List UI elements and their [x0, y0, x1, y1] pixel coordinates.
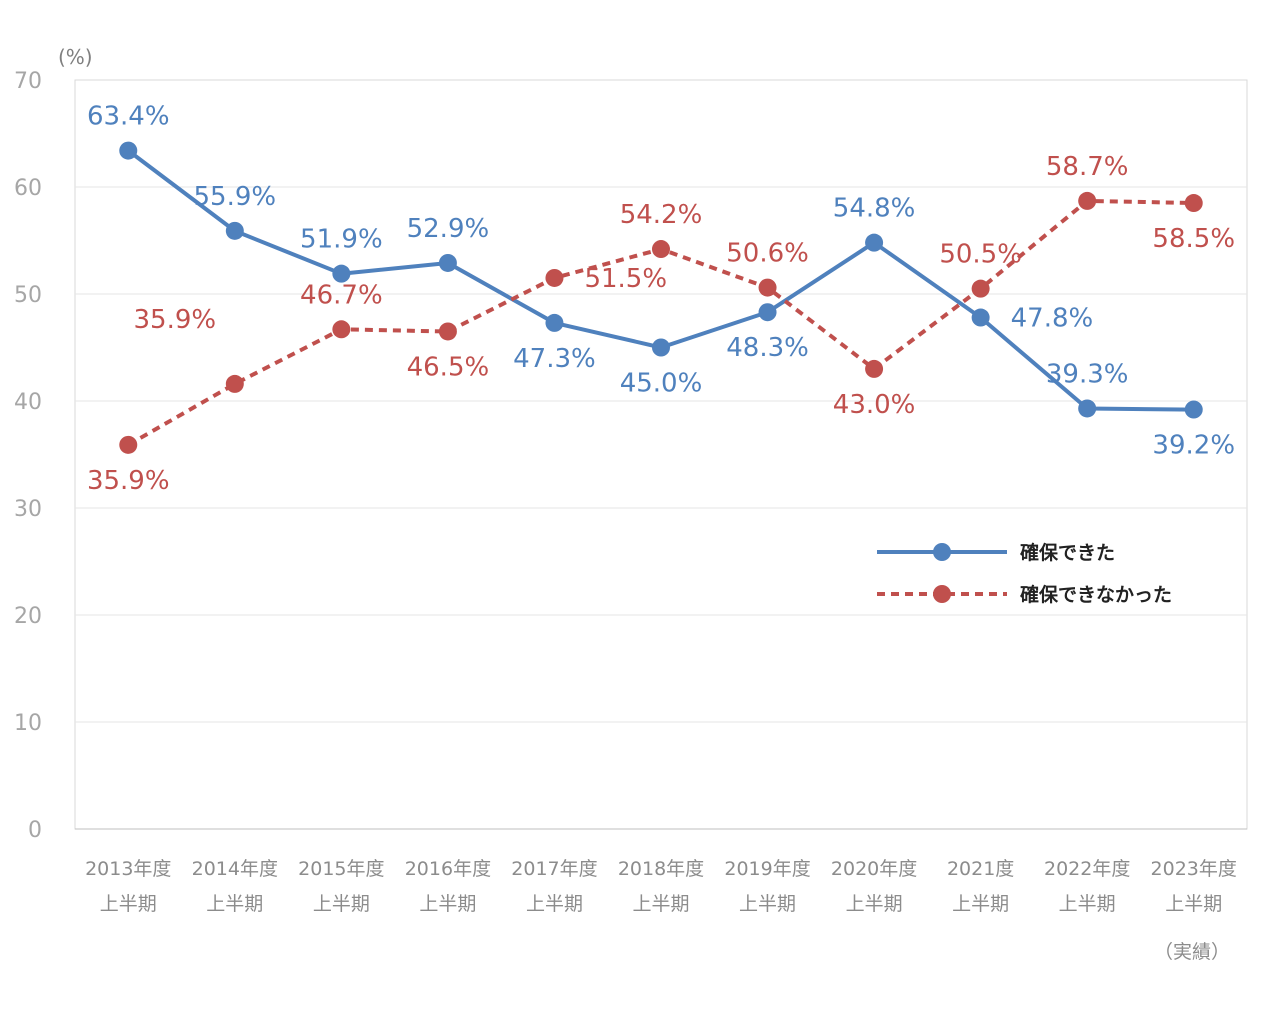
data-point-s0-6: [758, 303, 777, 322]
data-point-s0-1: [225, 221, 244, 240]
y-tick-label-70: 70: [14, 69, 42, 94]
x-tick-label-3-line1: 2016年度: [405, 858, 491, 880]
note-label: （実績）: [1154, 941, 1230, 963]
x-tick-label-7-line1: 2020年度: [831, 858, 917, 880]
data-point-s1-6: [758, 278, 777, 297]
x-tick-label-0-line2: 上半期: [100, 893, 157, 915]
data-label-s1-7: 43.0%: [833, 390, 916, 420]
x-tick-label-8-line1: 2021度: [947, 858, 1014, 880]
data-point-s0-4: [545, 313, 564, 332]
x-tick-label-3-line2: 上半期: [419, 893, 476, 915]
x-tick-label-10-line1: 2023年度: [1151, 858, 1237, 880]
x-tick-label-0-line1: 2013年度: [85, 858, 171, 880]
y-tick-label-0: 0: [28, 818, 42, 843]
x-tick-label-4-line1: 2017年度: [511, 858, 597, 880]
data-label-s1-6: 50.6%: [726, 239, 809, 269]
data-label-s0-1: 55.9%: [194, 182, 277, 212]
data-label-s1-10: 58.5%: [1152, 224, 1235, 254]
data-point-s0-3: [438, 253, 457, 272]
data-label-s1-0: 35.9%: [87, 466, 170, 496]
data-point-s0-9: [1078, 399, 1097, 418]
y-unit-label: (%): [58, 45, 93, 69]
data-point-s0-8: [971, 308, 990, 327]
data-label-s1-3: 46.5%: [407, 352, 490, 382]
x-tick-label-1-line1: 2014年度: [192, 858, 278, 880]
y-tick-label-40: 40: [14, 390, 42, 415]
data-point-s1-9: [1078, 191, 1097, 210]
data-point-s1-5: [652, 240, 670, 259]
data-label-s1-4: 51.5%: [584, 264, 667, 294]
data-label-s1-2: 46.7%: [300, 280, 383, 310]
data-label-s1-9: 58.7%: [1046, 152, 1129, 182]
data-point-s1-10: [1184, 194, 1203, 213]
x-tick-label-1-line2: 上半期: [206, 893, 263, 915]
data-label-s0-2: 51.9%: [300, 225, 383, 255]
x-tick-label-10-line2: 上半期: [1165, 893, 1222, 915]
x-tick-label-9-line1: 2022年度: [1044, 858, 1130, 880]
y-tick-label-10: 10: [14, 711, 42, 736]
data-label-s1-8: 50.5%: [939, 240, 1022, 270]
data-point-s1-1: [225, 374, 244, 393]
legend-label-0: 確保できた: [1020, 541, 1115, 564]
data-label-s0-5: 45.0%: [620, 369, 703, 399]
x-tick-label-8-line2: 上半期: [952, 893, 1009, 915]
data-label-s0-10: 39.2%: [1152, 431, 1235, 461]
x-tick-label-5-line2: 上半期: [632, 893, 689, 915]
y-tick-label-50: 50: [14, 283, 42, 308]
data-label-s1-1: 35.9%: [134, 305, 217, 335]
data-point-s0-7: [865, 233, 884, 252]
legend-marker-1: [933, 585, 951, 603]
x-tick-label-4-line2: 上半期: [526, 893, 583, 915]
data-point-s1-7: [865, 359, 884, 378]
x-tick-label-6-line1: 2019年度: [724, 858, 810, 880]
data-label-s0-6: 48.3%: [726, 333, 809, 363]
data-point-s1-8: [971, 279, 990, 298]
data-point-s0-5: [652, 338, 670, 357]
data-point-s1-4: [545, 268, 564, 287]
data-label-s0-9: 39.3%: [1046, 359, 1129, 389]
data-label-s0-3: 52.9%: [407, 214, 490, 244]
x-tick-label-2-line2: 上半期: [313, 893, 370, 915]
data-label-s0-4: 47.3%: [513, 344, 596, 374]
data-point-s0-10: [1184, 400, 1203, 419]
y-tick-label-60: 60: [14, 176, 42, 201]
legend-marker-0: [933, 543, 951, 561]
x-tick-label-2-line1: 2015年度: [298, 858, 384, 880]
data-point-s0-2: [332, 264, 351, 283]
data-point-s0-0: [119, 141, 138, 160]
data-point-s1-2: [332, 320, 351, 339]
x-tick-label-7-line2: 上半期: [846, 893, 903, 915]
data-label-s0-8: 47.8%: [1011, 304, 1094, 334]
x-tick-label-5-line1: 2018年度: [618, 858, 704, 880]
data-point-s1-0: [119, 435, 138, 454]
x-tick-label-9-line2: 上半期: [1059, 893, 1116, 915]
data-label-s0-7: 54.8%: [833, 194, 916, 224]
x-tick-label-6-line2: 上半期: [739, 893, 796, 915]
data-label-s1-5: 54.2%: [620, 200, 703, 230]
y-tick-label-30: 30: [14, 497, 42, 522]
y-tick-label-20: 20: [14, 604, 42, 629]
legend-label-1: 確保できなかった: [1020, 583, 1172, 606]
data-label-s0-0: 63.4%: [87, 102, 170, 132]
data-point-s1-3: [438, 322, 457, 341]
